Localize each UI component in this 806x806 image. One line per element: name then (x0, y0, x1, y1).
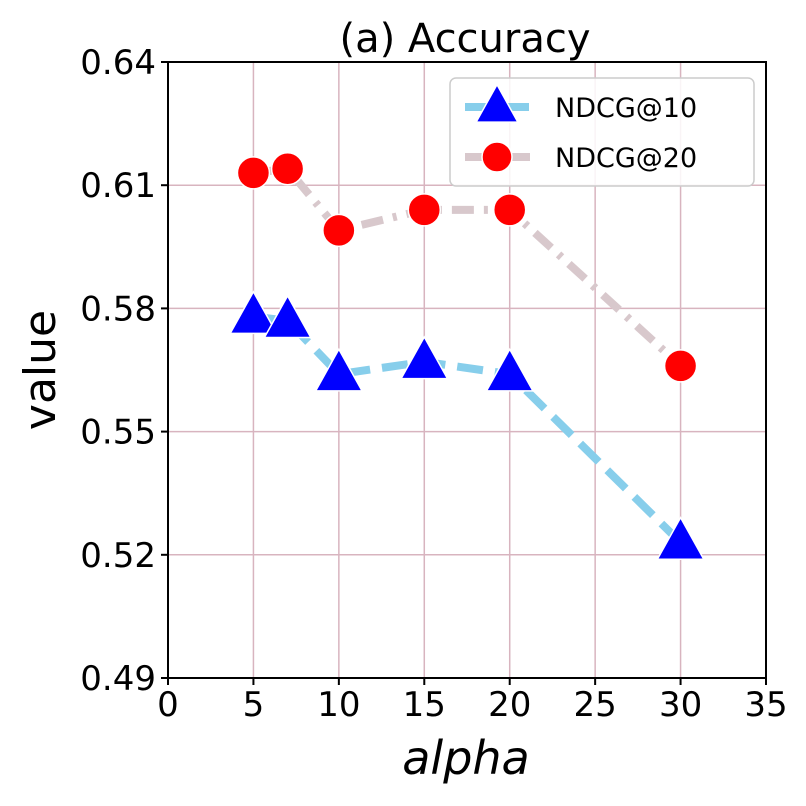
y-tick-label: 0.61 (80, 166, 156, 206)
data-point-circle (236, 156, 271, 190)
data-point-triangle (485, 347, 535, 392)
data-point-triangle (228, 290, 278, 335)
x-tick-label: 35 (744, 685, 787, 725)
y-tick-label: 0.64 (80, 43, 156, 83)
legend-marker-circle (481, 141, 513, 173)
legend-item: NDCG@20 (465, 141, 697, 174)
x-tick-label: 10 (317, 685, 360, 725)
x-tick-label: 0 (157, 685, 179, 725)
data-point-triangle (314, 347, 364, 392)
data-point-circle (663, 349, 698, 383)
series-line (252, 312, 684, 546)
x-tick-label: 25 (574, 685, 617, 725)
data-point-triangle (263, 294, 313, 339)
data-point-circle (322, 213, 356, 248)
legend: NDCG@10 NDCG@20 (449, 77, 755, 187)
y-axis-ticks: 0.49 0.52 0.55 0.58 0.61 0.64 (80, 43, 168, 699)
series-line (252, 164, 684, 369)
y-tick-label: 0.49 (80, 659, 156, 699)
y-tick-label: 0.58 (80, 289, 156, 329)
y-tick-label: 0.55 (80, 413, 156, 453)
x-tick-label: 20 (488, 685, 531, 725)
x-axis-ticks: 0 5 10 15 20 25 30 35 (157, 678, 788, 725)
plot-frame (167, 61, 767, 679)
x-tick-label: 15 (403, 685, 446, 725)
data-point-triangle (656, 516, 706, 561)
x-tick-label: 30 (659, 685, 702, 725)
x-tick-label: 5 (243, 685, 265, 725)
series-ndcg-20 (236, 152, 698, 383)
legend-label: NDCG@10 (555, 93, 697, 124)
data-point-circle (492, 193, 527, 227)
legend-label: NDCG@20 (555, 143, 697, 174)
series-ndcg-10 (228, 290, 706, 561)
data-point-triangle (399, 335, 449, 380)
data-point-circle (270, 152, 305, 186)
legend-marker-triangle (474, 83, 520, 123)
series-layer (228, 152, 706, 561)
y-tick-label: 0.52 (80, 536, 156, 576)
y-axis-label: value (15, 310, 66, 430)
x-axis-label: alpha (402, 731, 530, 785)
data-point-circle (407, 193, 442, 227)
legend-item: NDCG@10 (465, 83, 697, 124)
chart-title: (a) Accuracy (339, 16, 590, 62)
